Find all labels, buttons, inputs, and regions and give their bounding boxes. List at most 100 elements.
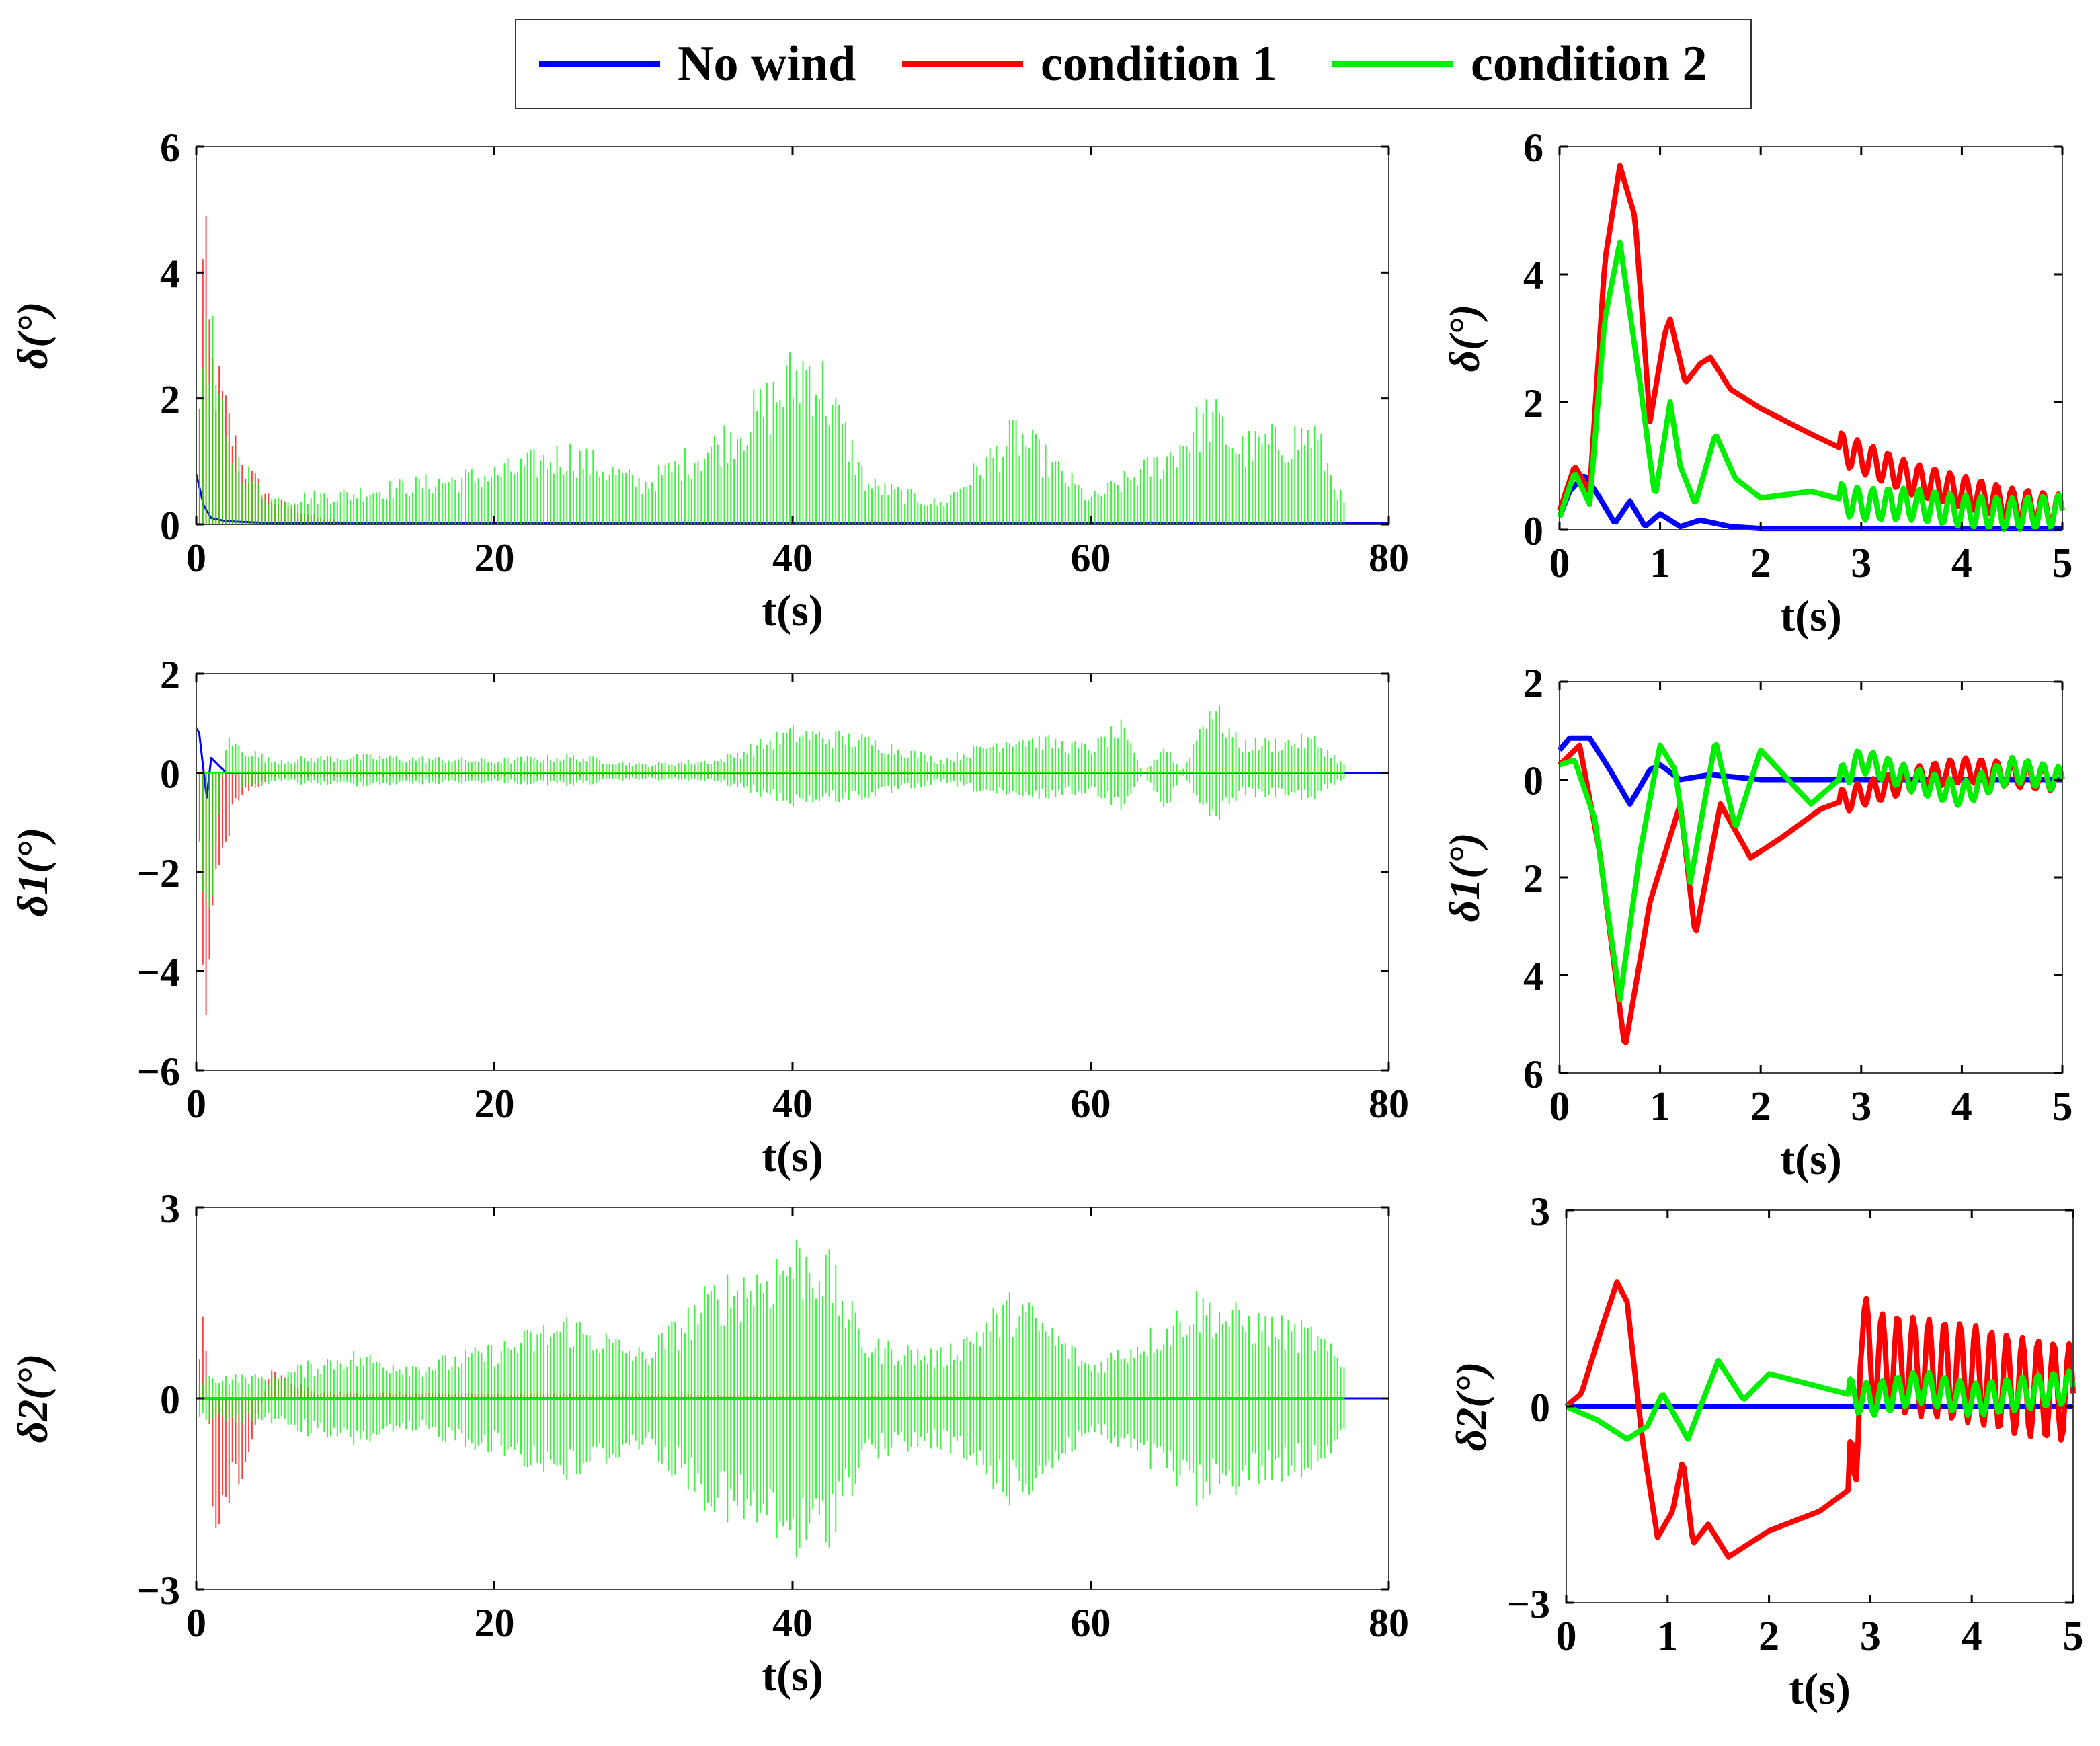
y-tick-label: −3 — [1507, 1582, 1550, 1626]
x-axis-label: t(s) — [762, 1132, 823, 1181]
plot-area — [1557, 163, 2065, 532]
x-tick-label: 40 — [772, 1601, 813, 1645]
y-axis-label: δ1(°) — [1441, 833, 1488, 922]
x-axis-label: t(s) — [1789, 1665, 1851, 1714]
x-tick-label: 3 — [1851, 1084, 1871, 1129]
delta1-zoom-panel: 0 1 2 3 4 5 2 0 2 4 6 t(s) δ1(°) — [1441, 661, 2073, 1184]
x-tick-label: 0 — [1556, 1614, 1577, 1659]
y-tick-label: 0 — [160, 1378, 180, 1422]
x-tick-label: 0 — [186, 536, 206, 580]
x-tick-label: 1 — [1657, 1614, 1678, 1659]
y-tick-label: 2 — [1523, 381, 1543, 426]
plot-area — [195, 705, 1389, 1015]
axes-box — [1559, 146, 2063, 530]
x-tick-label: 5 — [2052, 1084, 2073, 1129]
x-tick-label: 3 — [1851, 541, 1871, 586]
y-tick-label: 4 — [1523, 955, 1543, 999]
y-tick-label: 4 — [160, 251, 180, 296]
y-tick-label: 3 — [160, 1187, 180, 1231]
y-tick-label: −2 — [137, 851, 180, 896]
y-tick-label: 0 — [160, 504, 180, 548]
plot-area — [1557, 735, 2065, 1045]
legend-label: condition 1 — [1041, 36, 1277, 91]
x-tick-label: 5 — [2063, 1614, 2084, 1659]
series-condition-2 — [1557, 239, 2065, 532]
y-tick-label: 0 — [1523, 509, 1543, 553]
legend-item-no-wind: No wind — [539, 20, 856, 108]
x-axis-label: t(s) — [762, 1651, 823, 1700]
y-tick-label: 6 — [160, 126, 180, 170]
y-tick-label: 0 — [1530, 1386, 1550, 1430]
x-tick-label: 60 — [1071, 536, 1111, 580]
x-tick-label: 80 — [1369, 1082, 1409, 1126]
series-condition-2 — [196, 315, 1345, 524]
y-tick-label: 3 — [1530, 1189, 1550, 1234]
delta-zoom-panel: 0 1 2 3 4 5 0 2 4 6 t(s) δ(°) — [1441, 126, 2073, 641]
series-condition-1 — [1557, 163, 2065, 528]
x-tick-label: 1 — [1650, 1084, 1670, 1129]
y-tick-label: 6 — [1523, 1052, 1543, 1097]
x-axis-label: t(s) — [1780, 1135, 1842, 1184]
x-tick-label: 20 — [475, 536, 515, 580]
y-tick-label: −6 — [137, 1049, 180, 1094]
delta-full-panel: 0 20 40 60 80 0 2 4 6 t(s) δ(°) — [9, 126, 1409, 635]
x-axis-label: t(s) — [762, 586, 823, 635]
series-condition-1 — [1558, 742, 2065, 1045]
x-tick-label: 60 — [1071, 1601, 1111, 1645]
legend-label: No wind — [678, 36, 856, 91]
x-tick-label: 0 — [186, 1082, 206, 1126]
plot-area — [1564, 1279, 2076, 1560]
series-condition-2 — [196, 705, 1345, 909]
x-tick-label: 4 — [1951, 1084, 1972, 1129]
x-tick-label: 5 — [2052, 541, 2073, 586]
x-tick-label: 2 — [1750, 541, 1771, 586]
legend-swatch-condition-1 — [902, 61, 1023, 67]
y-tick-label: −4 — [137, 951, 180, 995]
x-tick-label: 1 — [1650, 541, 1670, 586]
y-tick-label: 4 — [1523, 253, 1543, 298]
series-condition-1 — [1564, 1279, 2076, 1560]
x-tick-label: 20 — [475, 1601, 515, 1645]
x-tick-label: 4 — [1962, 1614, 1982, 1659]
y-tick-label: 2 — [160, 378, 180, 422]
legend-item-condition-1: condition 1 — [902, 20, 1277, 108]
x-tick-label: 4 — [1951, 541, 1972, 586]
y-tick-label: −3 — [137, 1569, 180, 1613]
series-condition-1 — [196, 759, 1289, 1015]
y-axis-label: δ1(°) — [9, 828, 56, 917]
y-axis-label: δ(°) — [1441, 305, 1488, 372]
x-tick-label: 0 — [1549, 1084, 1570, 1129]
y-axis-label: δ2(°) — [1447, 1362, 1495, 1452]
series-condition-2 — [1565, 1357, 2076, 1442]
legend-item-condition-2: condition 2 — [1332, 20, 1707, 108]
x-tick-label: 2 — [1750, 1084, 1771, 1129]
x-tick-label: 40 — [772, 1082, 813, 1126]
y-axis-label: δ2(°) — [9, 1354, 56, 1443]
y-tick-label: 0 — [1523, 759, 1543, 803]
plot-area — [195, 216, 1389, 525]
x-tick-label: 0 — [186, 1601, 206, 1645]
x-tick-label: 60 — [1071, 1082, 1111, 1126]
y-tick-label: 0 — [160, 752, 180, 797]
x-tick-label: 20 — [475, 1082, 515, 1126]
y-axis-label: δ(°) — [9, 302, 56, 370]
x-tick-label: 0 — [1549, 541, 1570, 586]
series-no-wind — [1557, 473, 2063, 532]
x-tick-label: 3 — [1860, 1614, 1881, 1659]
x-tick-label: 80 — [1369, 536, 1409, 580]
delta2-zoom-panel: 0 1 2 3 4 530−3t(s)δ2(°) — [1447, 1189, 2084, 1714]
x-tick-label: 40 — [772, 536, 813, 580]
y-tick-label: 6 — [1523, 126, 1543, 170]
y-tick-label: 2 — [160, 653, 180, 697]
legend: No wind condition 1 condition 2 — [515, 19, 1752, 109]
series-condition-2 — [1558, 742, 2065, 1002]
legend-swatch-no-wind — [539, 61, 660, 67]
y-tick-label: 2 — [1523, 661, 1543, 705]
legend-label: condition 2 — [1471, 36, 1707, 91]
x-tick-label: 2 — [1759, 1614, 1779, 1659]
x-tick-label: 80 — [1369, 1601, 1409, 1645]
x-axis-label: t(s) — [1780, 592, 1842, 641]
